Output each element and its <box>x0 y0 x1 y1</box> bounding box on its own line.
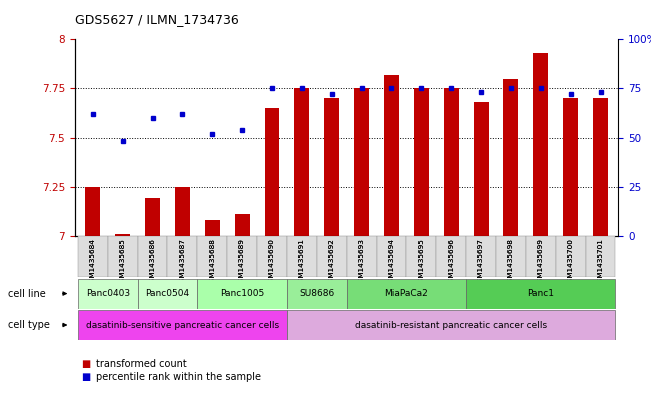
Text: GSM1435692: GSM1435692 <box>329 238 335 287</box>
Bar <box>197 279 287 309</box>
Bar <box>167 236 197 277</box>
Text: GSM1435688: GSM1435688 <box>209 238 215 287</box>
Text: GSM1435695: GSM1435695 <box>419 238 424 287</box>
Bar <box>324 98 339 236</box>
Bar <box>85 187 100 236</box>
Text: GSM1435687: GSM1435687 <box>180 238 186 287</box>
Text: Panc0504: Panc0504 <box>145 289 189 298</box>
Text: GSM1435685: GSM1435685 <box>120 238 126 287</box>
Text: transformed count: transformed count <box>96 358 187 369</box>
Text: GDS5627 / ILMN_1734736: GDS5627 / ILMN_1734736 <box>75 13 239 26</box>
Text: Panc0403: Panc0403 <box>86 289 130 298</box>
Bar <box>264 108 279 236</box>
Text: MiaPaCa2: MiaPaCa2 <box>385 289 428 298</box>
Bar <box>346 279 466 309</box>
Text: Panc1005: Panc1005 <box>220 289 264 298</box>
Bar <box>563 98 578 236</box>
Text: GSM1435685: GSM1435685 <box>120 238 126 287</box>
Bar <box>287 236 317 277</box>
Bar <box>466 279 615 309</box>
Text: GSM1435690: GSM1435690 <box>269 238 275 287</box>
Bar <box>533 53 548 236</box>
Bar <box>376 236 406 277</box>
Bar <box>384 75 399 236</box>
Bar <box>496 236 526 277</box>
Text: dasatinib-sensitive pancreatic cancer cells: dasatinib-sensitive pancreatic cancer ce… <box>86 321 279 330</box>
Text: GSM1435692: GSM1435692 <box>329 238 335 287</box>
Text: GSM1435693: GSM1435693 <box>359 238 365 287</box>
Bar <box>234 214 249 236</box>
Bar <box>205 220 220 236</box>
Text: GSM1435696: GSM1435696 <box>448 238 454 287</box>
Text: GSM1435701: GSM1435701 <box>598 238 603 287</box>
Bar <box>556 236 586 277</box>
Bar <box>526 236 556 277</box>
Text: GSM1435701: GSM1435701 <box>598 238 603 287</box>
Bar <box>586 236 615 277</box>
Bar <box>78 236 107 277</box>
Text: GSM1435695: GSM1435695 <box>419 238 424 287</box>
Text: cell line: cell line <box>8 288 46 299</box>
Text: GSM1435700: GSM1435700 <box>568 238 574 287</box>
Text: dasatinib-resistant pancreatic cancer cells: dasatinib-resistant pancreatic cancer ce… <box>355 321 547 330</box>
Bar <box>436 236 466 277</box>
Text: GSM1435696: GSM1435696 <box>448 238 454 287</box>
Text: ■: ■ <box>81 372 90 382</box>
Text: GSM1435698: GSM1435698 <box>508 238 514 287</box>
Text: GSM1435686: GSM1435686 <box>150 238 156 287</box>
Bar <box>287 279 346 309</box>
Bar <box>78 310 287 340</box>
Bar <box>354 88 369 236</box>
Bar <box>227 236 257 277</box>
Bar <box>593 98 608 236</box>
Text: GSM1435700: GSM1435700 <box>568 238 574 287</box>
Text: Panc1: Panc1 <box>527 289 554 298</box>
Text: GSM1435698: GSM1435698 <box>508 238 514 287</box>
Text: GSM1435697: GSM1435697 <box>478 238 484 287</box>
Bar <box>78 279 137 309</box>
Text: GSM1435691: GSM1435691 <box>299 238 305 287</box>
Text: SU8686: SU8686 <box>299 289 335 298</box>
Bar <box>287 310 615 340</box>
Bar <box>444 88 459 236</box>
Text: GSM1435689: GSM1435689 <box>239 238 245 287</box>
Bar <box>473 102 488 236</box>
Text: cell type: cell type <box>8 320 49 330</box>
Text: ■: ■ <box>81 358 90 369</box>
Bar <box>107 236 137 277</box>
Bar <box>175 187 190 236</box>
Text: GSM1435684: GSM1435684 <box>90 238 96 287</box>
Bar <box>406 236 436 277</box>
Bar <box>197 236 227 277</box>
Bar <box>346 236 376 277</box>
Bar <box>137 279 197 309</box>
Text: GSM1435686: GSM1435686 <box>150 238 156 287</box>
Text: percentile rank within the sample: percentile rank within the sample <box>96 372 261 382</box>
Bar <box>145 198 160 236</box>
Bar <box>317 236 346 277</box>
Bar <box>294 88 309 236</box>
Text: GSM1435690: GSM1435690 <box>269 238 275 287</box>
Text: GSM1435697: GSM1435697 <box>478 238 484 287</box>
Bar <box>466 236 496 277</box>
Text: GSM1435688: GSM1435688 <box>209 238 215 287</box>
Bar <box>257 236 287 277</box>
Text: GSM1435694: GSM1435694 <box>389 238 395 287</box>
Bar <box>503 79 518 236</box>
Text: GSM1435699: GSM1435699 <box>538 238 544 287</box>
Bar <box>137 236 167 277</box>
Text: GSM1435699: GSM1435699 <box>538 238 544 287</box>
Text: GSM1435689: GSM1435689 <box>239 238 245 287</box>
Bar <box>115 234 130 236</box>
Text: GSM1435684: GSM1435684 <box>90 238 96 287</box>
Bar <box>414 88 429 236</box>
Text: GSM1435687: GSM1435687 <box>180 238 186 287</box>
Text: GSM1435693: GSM1435693 <box>359 238 365 287</box>
Text: GSM1435694: GSM1435694 <box>389 238 395 287</box>
Text: GSM1435691: GSM1435691 <box>299 238 305 287</box>
